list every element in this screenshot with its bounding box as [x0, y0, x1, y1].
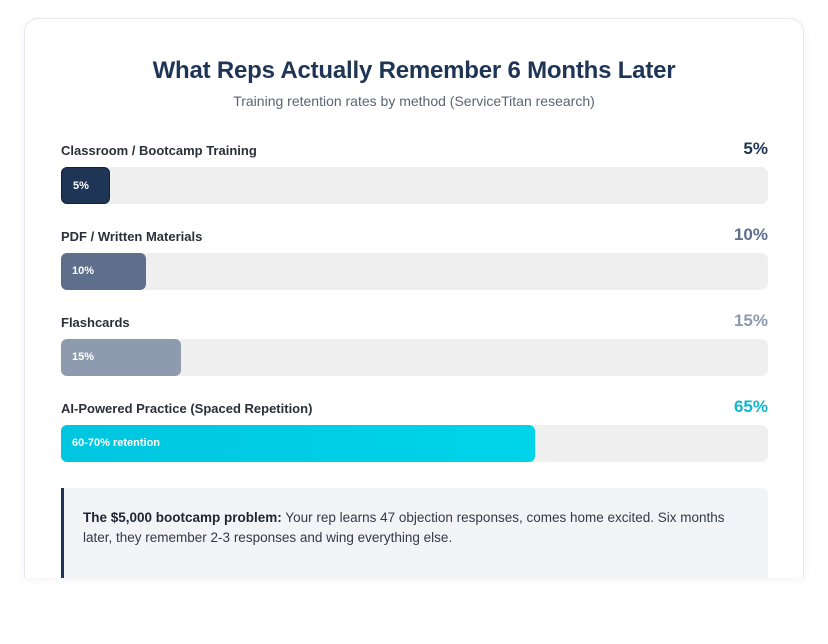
bar: 60-70% retention	[61, 425, 535, 462]
chart-subtitle: Training retention rates by method (Serv…	[233, 93, 595, 109]
bar-data-label: 60-70% retention	[72, 437, 161, 449]
bar-category-label: Classroom / Bootcamp Training	[61, 143, 257, 158]
bar-row: PDF / Written Materials 10% 10%	[61, 225, 768, 311]
callout-heading: The $5,000 bootcamp problem:	[83, 510, 282, 525]
bar-value-label: 5%	[743, 139, 768, 158]
bar-rows: Classroom / Bootcamp Training 5% 5% PDF / W…	[61, 139, 768, 483]
bar-value-label: 10%	[733, 225, 768, 244]
bar-value-label: 15%	[733, 311, 768, 330]
chart-card: What Reps Actually Remember 6 Months Lat…	[24, 18, 804, 578]
bar-data-label: 5%	[73, 180, 89, 192]
callout-box: The $5,000 bootcamp problem: Your rep le…	[61, 488, 768, 578]
bar-track: 5%	[61, 167, 768, 204]
bar-data-label: 10%	[72, 265, 95, 277]
bar-row: Classroom / Bootcamp Training 5% 5%	[61, 139, 768, 225]
bar-category-label: AI-Powered Practice (Spaced Repetition)	[61, 401, 313, 416]
bar-data-label: 15%	[72, 351, 95, 363]
bar-value-label: 65%	[733, 397, 768, 416]
chart-title: What Reps Actually Remember 6 Months Lat…	[152, 57, 676, 84]
bar-row: AI-Powered Practice (Spaced Repetition) 6…	[61, 397, 768, 483]
bar-category-label: PDF / Written Materials	[61, 229, 203, 244]
bar-track: 10%	[61, 253, 768, 290]
bar: 15%	[61, 339, 181, 376]
bar-category-label: Flashcards	[61, 315, 130, 330]
bar-row: Flashcards 15% 15%	[61, 311, 768, 397]
bar: 10%	[61, 253, 146, 290]
bar-track: 15%	[61, 339, 768, 376]
bar-track: 60-70% retention	[61, 425, 768, 462]
callout-text: Your rep learns 47 objection responses, …	[83, 510, 725, 545]
bar: 5%	[61, 167, 110, 204]
